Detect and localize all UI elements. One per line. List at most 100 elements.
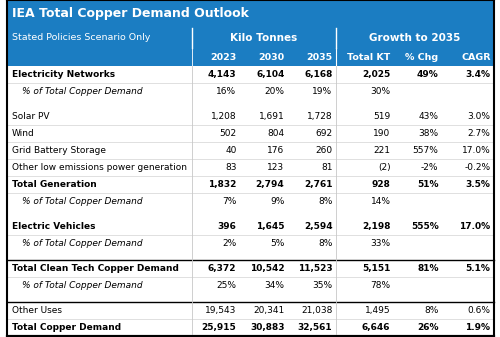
Text: 3.5%: 3.5% [466,180,490,189]
Text: 1,495: 1,495 [365,306,390,315]
Text: 8%: 8% [424,306,438,315]
Text: Solar PV: Solar PV [12,112,49,121]
Bar [288,48,336,66]
Bar [6,125,494,142]
Text: Kilo Tonnes: Kilo Tonnes [230,33,297,43]
Text: 502: 502 [220,129,236,138]
Text: Electric Vehicles: Electric Vehicles [12,222,95,231]
Text: 51%: 51% [417,180,438,189]
Text: 1,728: 1,728 [307,112,332,121]
Text: 43%: 43% [418,112,438,121]
Bar [6,66,494,83]
Text: 10,542: 10,542 [250,264,284,273]
Text: 30,883: 30,883 [250,323,284,332]
Text: 1,691: 1,691 [259,112,284,121]
Text: 2,198: 2,198 [362,222,390,231]
Bar [6,83,494,100]
Text: Grid Battery Storage: Grid Battery Storage [12,146,106,155]
Text: 38%: 38% [418,129,438,138]
Text: Wind: Wind [12,129,34,138]
Text: 6,104: 6,104 [256,70,284,79]
Text: Total Copper Demand: Total Copper Demand [12,323,120,332]
Text: 16%: 16% [216,87,236,96]
Text: % of Total Copper Demand: % of Total Copper Demand [22,197,142,206]
Bar [6,210,494,218]
Text: Electricity Networks: Electricity Networks [12,70,115,79]
Bar [6,260,494,277]
Text: 692: 692 [316,129,332,138]
Text: 6,168: 6,168 [304,70,332,79]
Text: 1,208: 1,208 [211,112,236,121]
Text: 2035: 2035 [306,53,332,61]
Text: 17.0%: 17.0% [460,222,490,231]
Text: -2%: -2% [421,163,438,172]
Text: 555%: 555% [411,222,438,231]
Bar [336,48,394,66]
Text: (2): (2) [378,163,390,172]
Bar [6,108,494,125]
Text: 6,372: 6,372 [208,264,236,273]
Bar [6,100,494,108]
Text: 25%: 25% [216,281,236,290]
Bar [6,28,192,48]
Text: 19%: 19% [312,87,332,96]
Text: 8%: 8% [318,197,332,206]
Text: 9%: 9% [270,197,284,206]
Text: 2,025: 2,025 [362,70,390,79]
Text: 519: 519 [373,112,390,121]
Text: -0.2%: -0.2% [464,163,490,172]
Text: 2,794: 2,794 [256,180,284,189]
Text: 34%: 34% [264,281,284,290]
Text: 78%: 78% [370,281,390,290]
Text: Growth to 2035: Growth to 2035 [369,33,460,43]
Text: 32,561: 32,561 [298,323,332,332]
Text: 81%: 81% [417,264,438,273]
Text: 2023: 2023 [210,53,236,61]
Text: 1.9%: 1.9% [466,323,490,332]
Text: 4,143: 4,143 [208,70,236,79]
Text: 2,594: 2,594 [304,222,332,231]
Bar [192,48,240,66]
Text: 49%: 49% [417,70,438,79]
Text: 8%: 8% [318,239,332,248]
Bar [6,193,494,210]
Text: 2030: 2030 [258,53,284,61]
Text: 83: 83 [225,163,236,172]
Text: 804: 804 [268,129,284,138]
Bar [6,277,494,294]
Text: Total Generation: Total Generation [12,180,96,189]
Text: 3.4%: 3.4% [466,70,490,79]
Bar [6,302,494,319]
Text: 40: 40 [225,146,236,155]
Text: CAGR: CAGR [461,53,490,61]
Text: 20%: 20% [264,87,284,96]
Text: 5,151: 5,151 [362,264,390,273]
Text: 2%: 2% [222,239,236,248]
Text: 20,341: 20,341 [254,306,284,315]
Text: 123: 123 [268,163,284,172]
Text: 6,646: 6,646 [362,323,390,332]
Text: % of Total Copper Demand: % of Total Copper Demand [22,281,142,290]
Text: 5%: 5% [270,239,284,248]
Text: 7%: 7% [222,197,236,206]
Bar [6,0,494,28]
Text: 33%: 33% [370,239,390,248]
Text: 3.0%: 3.0% [468,112,490,121]
Text: 260: 260 [316,146,332,155]
Bar [336,28,494,48]
Bar [442,48,494,66]
Bar [6,252,494,260]
Text: 176: 176 [267,146,284,155]
Bar [6,142,494,159]
Text: Stated Policies Scenario Only: Stated Policies Scenario Only [12,33,150,42]
Text: 2,761: 2,761 [304,180,332,189]
Text: Other Uses: Other Uses [12,306,62,315]
Text: Total KT: Total KT [347,53,391,61]
Text: 81: 81 [321,163,332,172]
Bar [6,235,494,252]
Text: 2.7%: 2.7% [468,129,490,138]
Bar [6,176,494,193]
Bar [6,218,494,235]
Text: 928: 928 [372,180,390,189]
Text: 35%: 35% [312,281,332,290]
